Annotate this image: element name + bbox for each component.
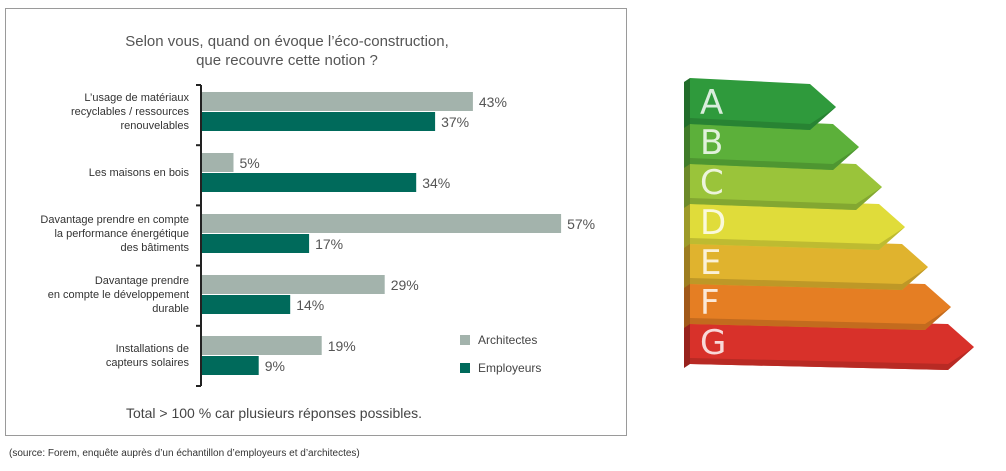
bar-chart: Selon vous, quand on évoque l’éco-constr…	[40, 33, 596, 421]
chart-note: Total > 100 % car plusieurs réponses pos…	[126, 405, 422, 421]
bar-employeurs	[202, 173, 417, 192]
value-label: 17%	[315, 236, 343, 252]
bar-architectes	[202, 275, 385, 294]
value-label: 37%	[441, 114, 469, 130]
bar-architectes	[202, 153, 234, 172]
energy-arrow-g: G	[684, 318, 974, 370]
bar-employeurs	[202, 234, 310, 253]
category-label: renouvelables	[121, 120, 190, 132]
legend-label: Architectes	[478, 333, 537, 347]
value-label: 29%	[391, 277, 419, 293]
energy-arrow-e: E	[684, 238, 928, 290]
energy-grade-letter: C	[700, 163, 724, 203]
category-label: Davantage prendre en compte	[40, 214, 189, 226]
value-label: 9%	[265, 358, 285, 374]
energy-grade-letter: E	[700, 243, 721, 283]
category-labels: L’usage de matériaux recyclables / ressou…	[40, 92, 189, 369]
value-label: 5%	[240, 155, 260, 171]
bar-employeurs	[202, 112, 436, 131]
chart-title-line: que recouvre cette notion ?	[196, 52, 378, 69]
chart-title: Selon vous, quand on évoque l’éco-constr…	[125, 33, 449, 69]
value-label: 14%	[296, 297, 324, 313]
category-label: en compte le développement	[48, 289, 189, 301]
bar-architectes	[202, 336, 322, 355]
energy-arrow-c: C	[684, 158, 882, 210]
value-labels: 43% 37% 5% 34% 57% 17% 29% 14% 19% 9%	[240, 94, 596, 374]
category-label: recyclables / ressources	[71, 106, 189, 118]
energy-grade-letter: F	[700, 283, 720, 323]
category-label: Les maisons en bois	[89, 167, 190, 179]
category-label: Davantage prendre	[95, 275, 189, 287]
category-label: capteurs solaires	[106, 357, 190, 369]
value-label: 57%	[567, 216, 595, 232]
bars	[202, 92, 562, 375]
source-note: (source: Forem, enquête auprès d’un écha…	[9, 448, 360, 459]
category-label: des bâtiments	[121, 242, 190, 254]
bar-architectes	[202, 92, 473, 111]
value-label: 34%	[422, 175, 450, 191]
category-label: L’usage de matériaux	[84, 92, 189, 104]
category-label: la performance énergétique	[54, 228, 189, 240]
chart-frame: Selon vous, quand on évoque l’éco-constr…	[5, 8, 627, 436]
legend-label: Employeurs	[478, 361, 541, 375]
energy-grade-letter: B	[700, 123, 723, 163]
category-label: Installations de	[116, 343, 189, 355]
bar-architectes	[202, 214, 562, 233]
axis-ticks	[196, 84, 201, 387]
legend: Architectes Employeurs	[460, 333, 541, 375]
energy-arrow-b: B	[684, 118, 859, 170]
energy-arrow-a: A	[684, 78, 836, 130]
bar-employeurs	[202, 356, 259, 375]
energy-grade-letter: G	[700, 323, 726, 363]
legend-swatch	[460, 335, 470, 345]
value-label: 19%	[328, 338, 356, 354]
value-label: 43%	[479, 94, 507, 110]
energy-arrow-d: D	[684, 198, 905, 250]
category-label: durable	[152, 303, 189, 315]
chart-title-line: Selon vous, quand on évoque l’éco-constr…	[125, 33, 449, 50]
energy-arrow-f: F	[684, 278, 951, 330]
legend-swatch	[460, 363, 470, 373]
energy-grade-letter: A	[700, 83, 723, 123]
bar-employeurs	[202, 295, 291, 314]
energy-grade-letter: D	[700, 203, 726, 243]
